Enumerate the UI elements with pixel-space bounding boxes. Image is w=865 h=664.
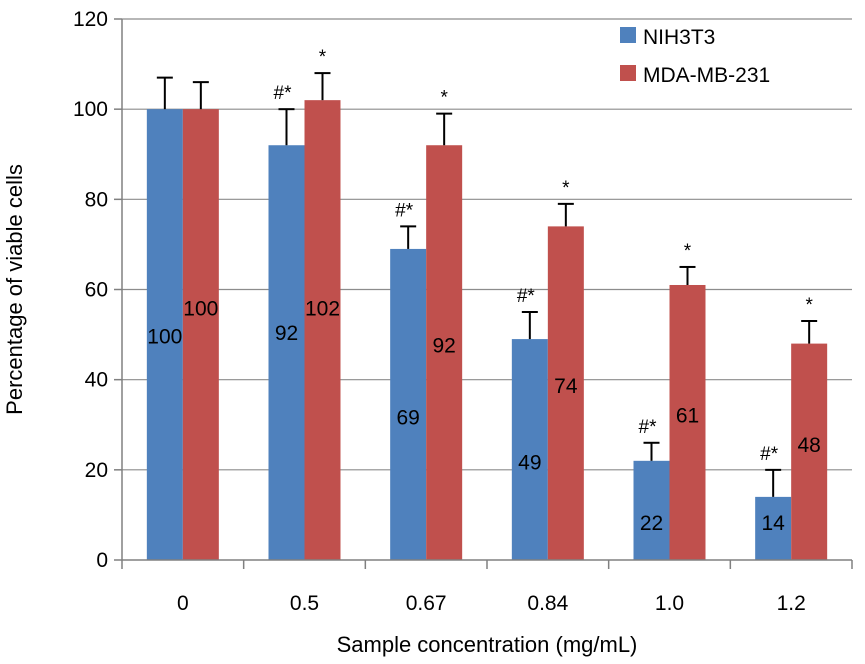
value-label: 100 bbox=[183, 298, 218, 321]
value-label: 100 bbox=[147, 326, 182, 349]
gridlines bbox=[122, 18, 852, 471]
bar-nih3t3 bbox=[146, 109, 183, 561]
significance-label: * bbox=[440, 88, 448, 109]
legend: NIH3T3 MDA-MB-231 bbox=[620, 26, 770, 87]
significance-label: #* bbox=[395, 200, 414, 221]
significance-label: * bbox=[684, 241, 692, 262]
value-label: 92 bbox=[432, 335, 455, 358]
legend-swatch bbox=[620, 27, 636, 43]
bar-nih3t3 bbox=[390, 248, 427, 561]
y-tick-label: 40 bbox=[85, 369, 108, 392]
y-tick-label: 0 bbox=[96, 549, 108, 572]
legend-label: NIH3T3 bbox=[643, 26, 715, 49]
y-axis-title: Percentage of viable cells bbox=[2, 164, 27, 415]
bar-nih3t3 bbox=[633, 460, 670, 560]
value-label: 74 bbox=[554, 375, 578, 398]
x-tick-label: 1.0 bbox=[655, 592, 684, 615]
bar-mda-mb-231 bbox=[426, 145, 463, 560]
value-label: 102 bbox=[305, 298, 340, 321]
x-tick-label: 1.2 bbox=[777, 592, 806, 615]
bar-nih3t3 bbox=[268, 145, 305, 560]
x-tick-label: 0.5 bbox=[290, 592, 319, 615]
value-label: 92 bbox=[275, 322, 298, 345]
value-label: 49 bbox=[518, 452, 541, 475]
significance-label: * bbox=[562, 178, 570, 199]
significance-label: #* bbox=[517, 286, 536, 307]
legend-label: MDA-MB-231 bbox=[643, 64, 770, 87]
significance-label: #* bbox=[639, 417, 658, 438]
bar-mda-mb-231 bbox=[547, 226, 584, 560]
bar-mda-mb-231 bbox=[304, 100, 341, 561]
error-bars bbox=[156, 72, 818, 497]
y-tick-label: 120 bbox=[73, 8, 108, 31]
significance-label: * bbox=[319, 47, 327, 68]
x-tick-label: 0.67 bbox=[406, 592, 447, 615]
x-tick-label: 0.84 bbox=[527, 592, 568, 615]
bar-mda-mb-231 bbox=[669, 284, 706, 560]
value-label: 22 bbox=[640, 512, 663, 535]
y-tick-label: 20 bbox=[85, 459, 108, 482]
x-tick-label: 0 bbox=[177, 592, 189, 615]
bar-mda-mb-231 bbox=[182, 109, 219, 561]
value-label: 14 bbox=[761, 512, 785, 535]
value-label: 61 bbox=[676, 404, 699, 427]
significance-label: * bbox=[805, 295, 813, 316]
significance-label: #* bbox=[760, 444, 779, 465]
x-axis-title: Sample concentration (mg/mL) bbox=[337, 632, 638, 657]
y-tick-label: 60 bbox=[85, 279, 108, 302]
ticks: 0 20 40 60 80 100 120 0 0.5 0.67 0.84 1.0 1.2 bbox=[73, 8, 853, 615]
value-label: 48 bbox=[797, 434, 820, 457]
y-tick-label: 80 bbox=[85, 188, 108, 211]
bar-nih3t3 bbox=[511, 339, 548, 560]
bar-nih3t3 bbox=[755, 496, 792, 560]
value-label: 69 bbox=[396, 406, 419, 429]
bar-mda-mb-231 bbox=[791, 343, 828, 560]
bars bbox=[146, 100, 828, 561]
significance-label: #* bbox=[274, 83, 293, 104]
legend-swatch bbox=[620, 65, 636, 81]
y-tick-label: 100 bbox=[73, 98, 108, 121]
